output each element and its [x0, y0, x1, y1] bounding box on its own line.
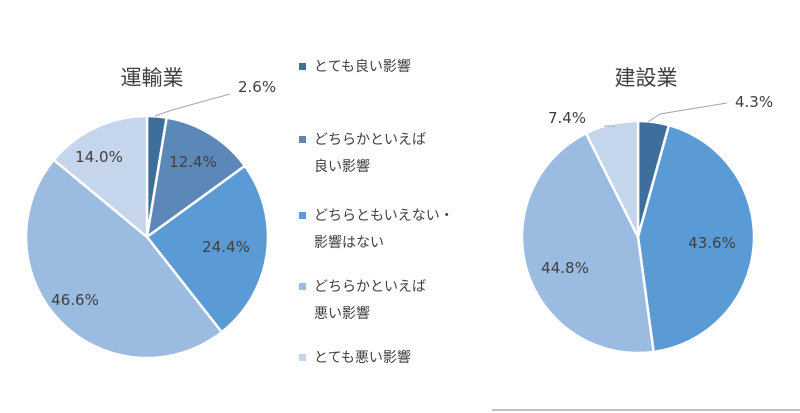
legend-item-very-bad: とても悪い影響	[299, 349, 411, 366]
data-label: 14.0%	[75, 148, 123, 166]
chart-legend: とても良い影響どちらかといえば良い影響どちらともいえない・影響はないどちらかとい…	[299, 58, 454, 366]
legend-label: 良い影響	[314, 158, 370, 175]
legend-swatch	[299, 283, 306, 290]
pie-slice-very-bad	[52, 114, 149, 239]
legend-swatch	[299, 63, 306, 70]
pie-slice-neutral	[145, 164, 270, 334]
data-label: 7.4%	[548, 109, 586, 127]
legend-label: 悪い影響	[314, 305, 370, 322]
pie-title: 運輸業	[121, 66, 184, 90]
pie-slice-neutral	[636, 123, 756, 354]
data-label: 12.4%	[169, 153, 217, 171]
legend-item-very-good: とても良い影響	[299, 58, 411, 75]
data-label: 46.6%	[51, 291, 99, 309]
pie-slice-somewhat-bad	[520, 132, 655, 355]
data-label: 43.6%	[688, 234, 736, 252]
legend-label: 影響はない	[314, 234, 384, 251]
pie-slice-somewhat-bad	[24, 158, 224, 360]
label-leader-line	[647, 102, 728, 123]
data-label: 2.6%	[238, 78, 276, 96]
pie-chart-transport: 運輸業 2.6% 12.4% 24.4% 46.6% 14.0%	[24, 66, 276, 360]
pie-slice-very-bad	[584, 119, 640, 239]
legend-label: どちらかといえば	[314, 279, 426, 295]
legend-label: どちらともいえない・	[314, 208, 454, 224]
legend-swatch	[299, 212, 306, 219]
pie-chart-construction: 建設業 4.3% 43.6% 44.8% 7.4%	[520, 66, 773, 355]
label-leader-line	[154, 93, 231, 117]
pie-title: 建設業	[615, 66, 678, 90]
legend-swatch	[299, 136, 306, 143]
legend-label: とても良い影響	[314, 58, 411, 75]
data-label: 44.8%	[541, 259, 589, 277]
legend-label: とても悪い影響	[314, 349, 411, 366]
legend-swatch	[299, 354, 306, 361]
legend-label: どちらかといえば	[314, 132, 426, 148]
pie-slice-somewhat-good	[145, 116, 247, 239]
data-label: 4.3%	[735, 93, 773, 111]
data-label: 24.4%	[202, 238, 250, 256]
legend-item-neutral: どちらともいえない・影響はない	[299, 208, 454, 251]
